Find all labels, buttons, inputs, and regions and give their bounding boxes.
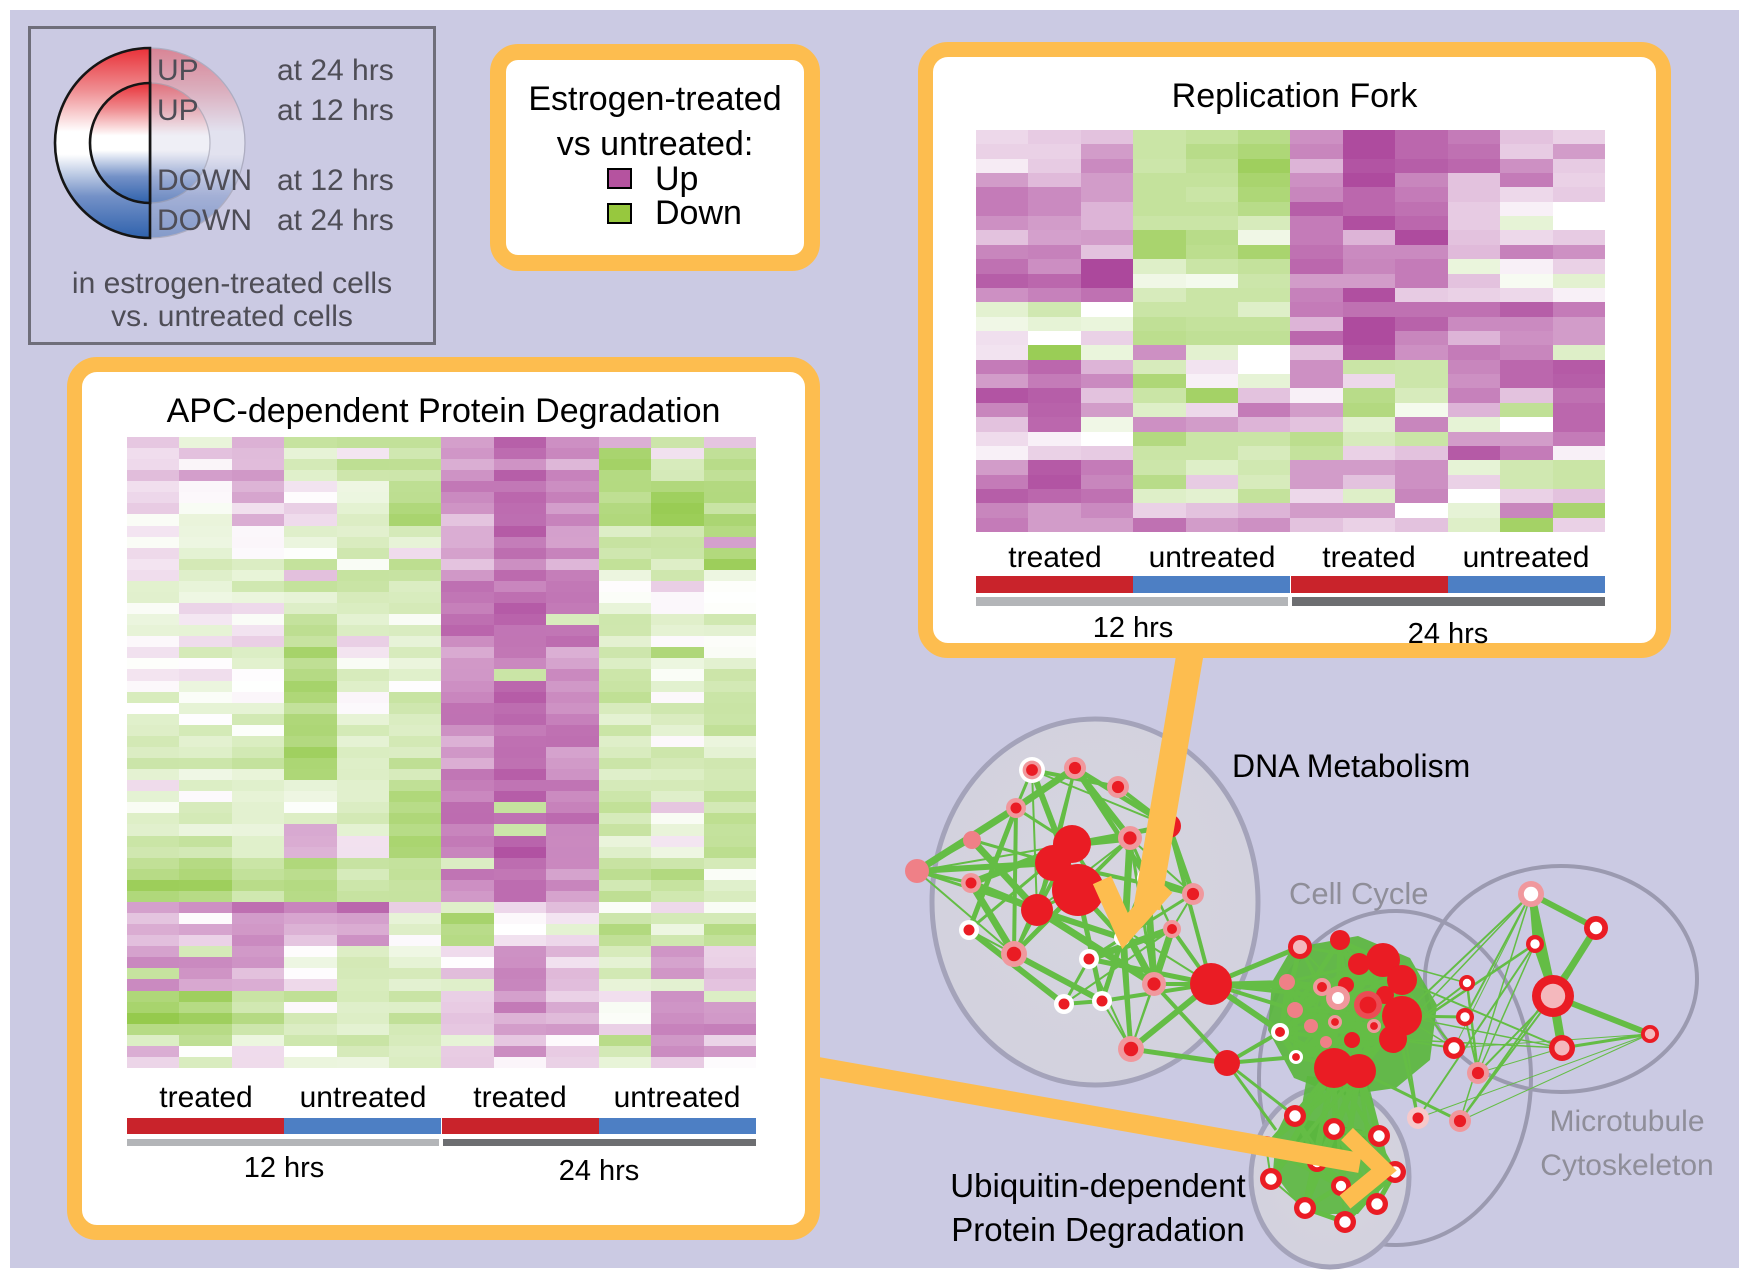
svg-text:Cell Cycle: Cell Cycle <box>1289 876 1429 911</box>
svg-text:Protein Degradation: Protein Degradation <box>951 1211 1245 1248</box>
svg-text:Microtubule: Microtubule <box>1549 1105 1704 1138</box>
svg-text:DNA Metabolism: DNA Metabolism <box>1232 748 1470 784</box>
svg-text:Ubiquitin-dependent: Ubiquitin-dependent <box>950 1167 1245 1204</box>
svg-text:Cytoskeleton: Cytoskeleton <box>1540 1149 1713 1182</box>
